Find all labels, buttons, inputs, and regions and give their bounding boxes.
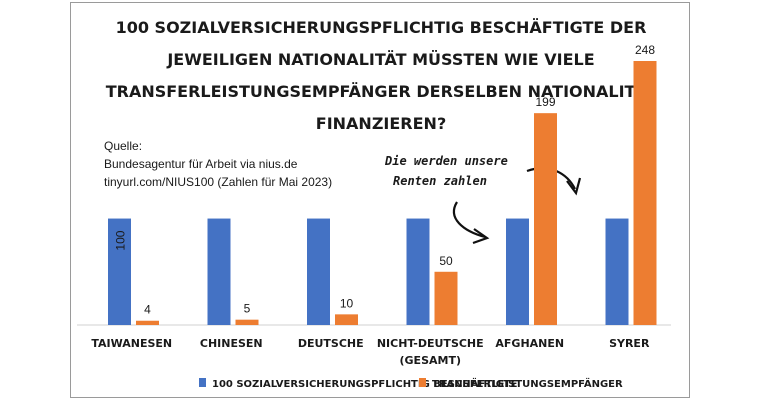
source-line: Quelle:	[104, 139, 142, 153]
source-line: Bundesagentur für Arbeit via nius.de	[104, 157, 298, 171]
source-note: Quelle: Bundesagentur für Arbeit via nius…	[104, 139, 332, 189]
category-label: NICHT-DEUTSCHE	[377, 337, 484, 350]
data-label: 248	[635, 43, 655, 57]
legend-entry: TRANSFERLEISTUNGSEMPFÄNGER	[432, 376, 623, 390]
data-label: 100	[114, 230, 128, 250]
title-line: 100 SOZIALVERSICHERUNGSPFLICHTIG BESCHÄF…	[116, 18, 647, 37]
bar-beschaeftigte-0	[108, 218, 131, 325]
arrow-left	[452, 201, 486, 239]
annotation-line: Die werden unsere	[384, 154, 508, 168]
data-label: 199	[535, 95, 555, 109]
title-line: TRANSFERLEISTUNGSEMPFÄNGER DERSELBEN NAT…	[106, 82, 657, 101]
data-label: 10	[340, 296, 354, 310]
arrow-right-head	[566, 177, 582, 196]
legend-entry: 100 SOZIALVERSICHERUNGSPFLICHTIG BESCHÄF…	[212, 376, 518, 390]
annotation: Die werden unsere Renten zahlen	[384, 154, 508, 188]
bar-transfer-2	[335, 314, 358, 325]
bar-transfer-5	[633, 61, 657, 325]
bar-transfer-3	[434, 271, 458, 325]
bar-transfer-0	[136, 320, 159, 325]
category-label: CHINESEN	[200, 337, 263, 350]
bar-beschaeftigte-3	[406, 218, 430, 325]
data-label: 4	[144, 303, 151, 317]
annotation-line: Renten zahlen	[393, 174, 487, 188]
bar-beschaeftigte-1	[207, 218, 231, 325]
bar-beschaeftigte-5	[605, 218, 629, 325]
chart-frame: 100 SOZIALVERSICHERUNGSPFLICHTIG BESCHÄF…	[70, 2, 690, 398]
category-label: AFGHANEN	[495, 337, 564, 350]
data-label: 5	[244, 302, 251, 316]
data-label: 50	[439, 254, 453, 268]
bar-transfer-4	[534, 113, 557, 326]
bars	[108, 61, 657, 326]
chart-title: 100 SOZIALVERSICHERUNGSPFLICHTIG BESCHÄF…	[106, 18, 657, 133]
bar-chart: 100 SOZIALVERSICHERUNGSPFLICHTIG BESCHÄF…	[77, 18, 671, 390]
arrow-left-head	[472, 228, 490, 245]
category-label: (GESAMT)	[400, 354, 461, 367]
title-line: FINANZIEREN?	[316, 114, 446, 133]
legend-swatch	[419, 378, 426, 387]
category-labels: TAIWANESEN CHINESEN DEUTSCHE NICHT-DEUTSCHE…	[91, 337, 650, 367]
category-label: SYRER	[609, 337, 650, 350]
source-line: tinyurl.com/NIUS100 (Zahlen für Mai 2023…	[104, 175, 332, 189]
category-label: TAIWANESEN	[91, 337, 172, 350]
title-line: JEWEILIGEN NATIONALITÄT MÜSSTEN WIE VIEL…	[166, 50, 594, 69]
category-label: DEUTSCHE	[298, 337, 364, 350]
data-labels: 100 4 5 10 50 199 248	[114, 43, 656, 317]
bar-transfer-1	[235, 319, 259, 325]
bar-beschaeftigte-4	[506, 218, 529, 325]
bar-beschaeftigte-2	[307, 218, 330, 325]
legend: 100 SOZIALVERSICHERUNGSPFLICHTIG BESCHÄF…	[199, 376, 623, 390]
legend-swatch	[199, 378, 206, 387]
